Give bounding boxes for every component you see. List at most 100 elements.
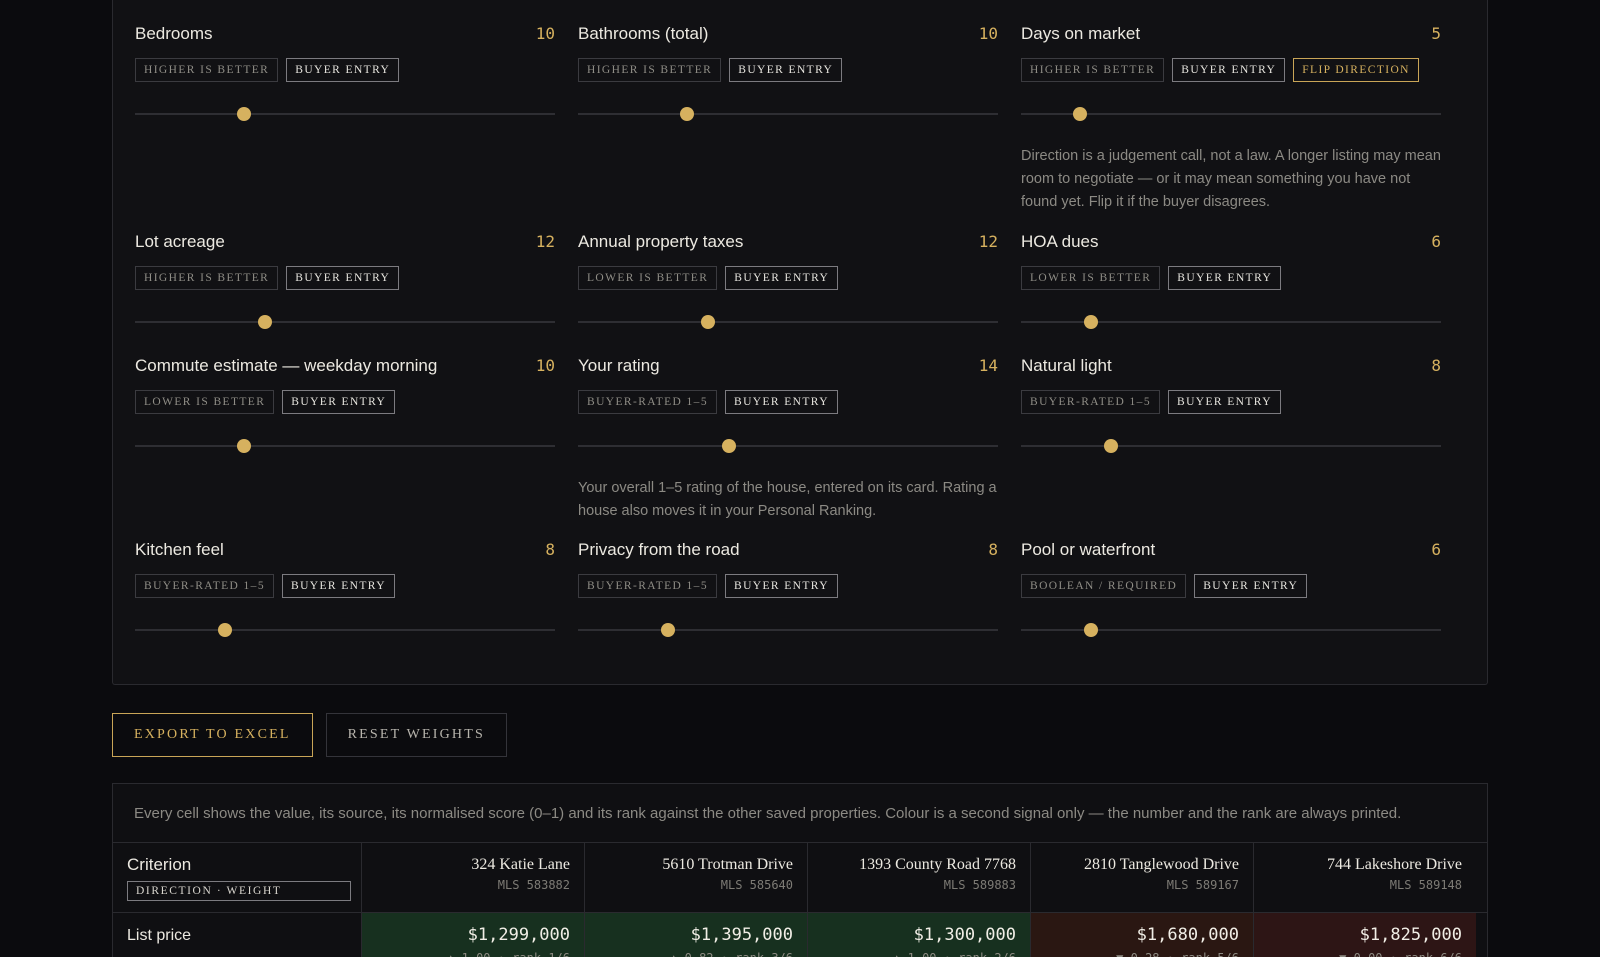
weight-card: HOA dues 6 LOWER IS BETTER BUYER ENTRY (1021, 232, 1441, 329)
cell-value: $1,680,000 (1136, 925, 1239, 945)
slider-thumb[interactable] (1072, 107, 1087, 121)
cell-score-rank: ▲ 1.00 · rank 2/6 (808, 951, 1016, 957)
direction-tag: HIGHER IS BETTER (578, 58, 722, 82)
weight-card-header: Commute estimate — weekday morning 10 (135, 356, 555, 380)
criterion-title: Bedrooms (135, 24, 213, 43)
weight-card-header: Your rating 14 (578, 356, 998, 380)
buyer-entry-tag[interactable]: BUYER ENTRY (729, 58, 843, 82)
slider-track[interactable] (578, 445, 998, 447)
property-column-header[interactable]: 744 Lakeshore Drive MLS 589148 (1253, 843, 1476, 913)
slider-track[interactable] (1021, 113, 1441, 115)
weight-slider[interactable] (578, 315, 998, 329)
table-cell[interactable]: $1,300,000 ▲ 1.00 · rank 2/6 (807, 913, 1030, 957)
slider-track[interactable] (578, 629, 998, 631)
weight-slider[interactable] (578, 623, 998, 637)
tag-row: HIGHER IS BETTER BUYER ENTRY FLIP DIRECTIO… (1021, 58, 1441, 82)
slider-thumb[interactable] (680, 107, 695, 121)
weight-card: Pool or waterfront 6 BOOLEAN / REQUIRED BUY… (1021, 540, 1441, 637)
property-column-header[interactable]: 5610 Trotman Drive MLS 585640 (584, 843, 807, 913)
buyer-entry-tag[interactable]: BUYER ENTRY (286, 266, 400, 290)
export-to-excel-button[interactable]: EXPORT TO EXCEL (112, 713, 313, 757)
slider-thumb[interactable] (1083, 315, 1098, 329)
slider-thumb[interactable] (1103, 439, 1118, 453)
property-address: 2810 Tanglewood Drive (1084, 856, 1239, 873)
slider-thumb[interactable] (237, 107, 252, 121)
buyer-entry-tag[interactable]: BUYER ENTRY (282, 390, 396, 414)
buyer-entry-tag[interactable]: BUYER ENTRY (286, 58, 400, 82)
slider-track[interactable] (135, 629, 555, 631)
property-column-header[interactable]: 324 Katie Lane MLS 583882 (361, 843, 584, 913)
flip-direction-button[interactable]: FLIP DIRECTION (1293, 58, 1419, 82)
slider-thumb[interactable] (722, 439, 737, 453)
tag-row: LOWER IS BETTER BUYER ENTRY (578, 266, 998, 290)
criterion-header-label: Criterion (127, 855, 192, 874)
weight-slider[interactable] (135, 623, 555, 637)
weight-slider[interactable] (578, 107, 998, 121)
row-label: List price (127, 927, 192, 944)
direction-tag: LOWER IS BETTER (1021, 266, 1161, 290)
weight-value: 10 (978, 24, 998, 43)
weights-panel: Bedrooms 10 HIGHER IS BETTER BUYER ENTRY Bat… (112, 0, 1488, 685)
weight-slider[interactable] (1021, 315, 1441, 329)
cell-value: $1,395,000 (690, 925, 793, 945)
tag-row: BUYER-RATED 1–5 BUYER ENTRY (1021, 390, 1441, 414)
buyer-entry-tag[interactable]: BUYER ENTRY (725, 266, 839, 290)
weight-card-header: Natural light 8 (1021, 356, 1441, 380)
tag-row: LOWER IS BETTER BUYER ENTRY (1021, 266, 1441, 290)
tag-row: HIGHER IS BETTER BUYER ENTRY (135, 266, 555, 290)
property-column-header[interactable]: 1393 County Road 7768 MLS 589883 (807, 843, 1030, 913)
buyer-entry-tag[interactable]: BUYER ENTRY (1172, 58, 1286, 82)
property-column-header[interactable]: 2810 Tanglewood Drive MLS 589167 (1030, 843, 1253, 913)
slider-track[interactable] (578, 321, 998, 323)
table-row: List price$1,299,000▲ 1.00 · rank 1/6$1,… (113, 912, 1487, 957)
weight-slider[interactable] (135, 439, 555, 453)
slider-track[interactable] (1021, 321, 1441, 323)
table-cell[interactable]: $1,299,000 ▲ 1.00 · rank 1/6 (361, 913, 584, 957)
weight-slider[interactable] (1021, 107, 1441, 121)
tag-row: BUYER-RATED 1–5 BUYER ENTRY (578, 390, 998, 414)
reset-weights-button[interactable]: RESET WEIGHTS (325, 713, 507, 757)
slider-thumb[interactable] (217, 623, 232, 637)
criterion-title: Lot acreage (135, 232, 225, 251)
weight-slider[interactable] (1021, 623, 1441, 637)
weight-slider[interactable] (135, 315, 555, 329)
table-cell[interactable]: $1,395,000 ▲ 0.82 · rank 3/6 (584, 913, 807, 957)
weight-slider[interactable] (135, 107, 555, 121)
buyer-entry-tag[interactable]: BUYER ENTRY (1168, 390, 1281, 414)
slider-track[interactable] (578, 113, 998, 115)
weight-card-header: Lot acreage 12 (135, 232, 555, 256)
slider-thumb[interactable] (660, 623, 675, 637)
cell-score-rank: ▼ 0.00 · rank 6/6 (1254, 951, 1462, 957)
slider-track[interactable] (135, 445, 555, 447)
slider-thumb[interactable] (258, 315, 273, 329)
cell-value: $1,300,000 (913, 925, 1016, 945)
criterion-title: Privacy from the road (578, 540, 740, 559)
buyer-entry-tag[interactable]: BUYER ENTRY (725, 574, 838, 598)
buyer-entry-tag[interactable]: BUYER ENTRY (1194, 574, 1308, 598)
weight-slider[interactable] (578, 439, 998, 453)
comparison-table: Every cell shows the value, its source, … (112, 783, 1488, 957)
slider-thumb[interactable] (1083, 623, 1098, 637)
table-cell[interactable]: $1,680,000 ▼ 0.28 · rank 5/6 (1030, 913, 1253, 957)
buyer-entry-tag[interactable]: BUYER ENTRY (1168, 266, 1282, 290)
buyer-entry-tag[interactable]: BUYER ENTRY (725, 390, 838, 414)
weight-value: 8 (1431, 356, 1441, 375)
direction-tag: HIGHER IS BETTER (1021, 58, 1165, 82)
slider-thumb[interactable] (701, 315, 716, 329)
slider-track[interactable] (135, 113, 555, 115)
table-cell[interactable]: $1,825,000 ▼ 0.00 · rank 6/6 (1253, 913, 1476, 957)
buyer-entry-tag[interactable]: BUYER ENTRY (282, 574, 395, 598)
weight-card: Bathrooms (total) 10 HIGHER IS BETTER BUYER… (578, 24, 998, 121)
direction-tag: HIGHER IS BETTER (135, 58, 279, 82)
criterion-note: Direction is a judgement call, not a law… (1021, 148, 1441, 210)
slider-thumb[interactable] (237, 439, 252, 453)
slider-track[interactable] (1021, 629, 1441, 631)
weight-slider[interactable] (1021, 439, 1441, 453)
slider-track[interactable] (135, 321, 555, 323)
weight-card-header: Days on market 5 (1021, 24, 1441, 48)
slider-track[interactable] (1021, 445, 1441, 447)
weight-card-header: Pool or waterfront 6 (1021, 540, 1441, 564)
criterion-title: Natural light (1021, 356, 1112, 375)
criterion-title: HOA dues (1021, 232, 1099, 251)
weight-card: Commute estimate — weekday morning 10 LOWE… (135, 356, 555, 453)
